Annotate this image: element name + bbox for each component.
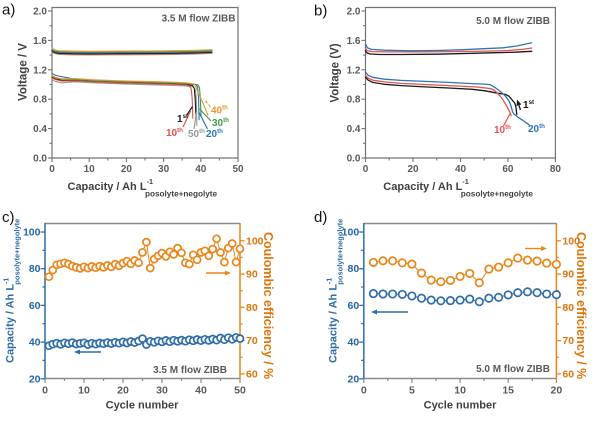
svg-text:Voltage (V): Voltage (V) xyxy=(330,43,342,102)
svg-text:20: 20 xyxy=(348,373,360,385)
svg-text:80: 80 xyxy=(562,302,574,314)
svg-text:5.0 M flow ZIBB: 5.0 M flow ZIBB xyxy=(476,16,550,27)
svg-text:c): c) xyxy=(2,209,15,226)
svg-text:0.0: 0.0 xyxy=(347,154,361,165)
svg-text:a): a) xyxy=(2,2,15,19)
svg-text:100: 100 xyxy=(246,235,264,247)
svg-text:0: 0 xyxy=(361,385,367,397)
svg-text:2.0: 2.0 xyxy=(33,7,47,18)
svg-text:1.6: 1.6 xyxy=(347,36,361,47)
svg-text:60: 60 xyxy=(29,300,41,312)
svg-text:40: 40 xyxy=(195,164,207,175)
svg-text:90: 90 xyxy=(246,269,258,281)
svg-text:5.0 M flow ZIBB: 5.0 M flow ZIBB xyxy=(476,364,550,375)
svg-text:0: 0 xyxy=(42,385,48,397)
svg-text:3.5 M flow ZIBB: 3.5 M flow ZIBB xyxy=(153,365,227,376)
svg-text:70: 70 xyxy=(562,335,574,347)
svg-text:15: 15 xyxy=(502,385,514,397)
svg-text:3.5 M flow ZIBB: 3.5 M flow ZIBB xyxy=(162,14,236,25)
svg-text:100: 100 xyxy=(342,227,360,239)
svg-text:50: 50 xyxy=(232,164,244,175)
svg-text:40: 40 xyxy=(195,385,207,397)
svg-text:10: 10 xyxy=(78,385,90,397)
svg-text:20: 20 xyxy=(407,164,419,175)
svg-text:60: 60 xyxy=(246,368,258,380)
svg-text:40: 40 xyxy=(29,337,41,349)
svg-text:60: 60 xyxy=(502,164,514,175)
svg-text:2.0: 2.0 xyxy=(347,7,361,18)
svg-text:1.2: 1.2 xyxy=(347,65,361,76)
svg-text:100: 100 xyxy=(23,227,41,239)
svg-text:40: 40 xyxy=(455,164,467,175)
svg-text:1.6: 1.6 xyxy=(33,36,47,47)
svg-text:Voltage / V: Voltage / V xyxy=(18,43,30,101)
svg-text:80: 80 xyxy=(246,302,258,314)
svg-text:40: 40 xyxy=(348,337,360,349)
svg-text:10: 10 xyxy=(84,164,96,175)
svg-text:60: 60 xyxy=(562,368,574,380)
svg-text:20: 20 xyxy=(29,373,41,385)
svg-text:1st: 1st xyxy=(177,113,188,125)
svg-text:Cycle number: Cycle number xyxy=(424,400,497,412)
svg-text:Cycle number: Cycle number xyxy=(106,400,179,412)
svg-text:1st: 1st xyxy=(523,99,534,111)
svg-text:d): d) xyxy=(314,209,327,226)
svg-text:0.4: 0.4 xyxy=(33,124,47,135)
svg-text:30: 30 xyxy=(158,164,170,175)
svg-text:0.8: 0.8 xyxy=(33,95,47,106)
svg-text:90: 90 xyxy=(562,269,574,281)
svg-text:70: 70 xyxy=(246,335,258,347)
svg-text:30: 30 xyxy=(156,385,168,397)
svg-text:80: 80 xyxy=(348,263,360,275)
svg-text:100: 100 xyxy=(562,235,580,247)
svg-text:Coulombic efficiency / %: Coulombic efficiency / % xyxy=(574,232,588,379)
svg-text:5: 5 xyxy=(409,385,415,397)
svg-text:0: 0 xyxy=(363,164,369,175)
svg-text:0.4: 0.4 xyxy=(347,124,361,135)
svg-text:0: 0 xyxy=(49,164,55,175)
svg-text:20: 20 xyxy=(117,385,129,397)
svg-text:80: 80 xyxy=(29,263,41,275)
svg-text:0.8: 0.8 xyxy=(347,95,361,106)
svg-text:Coulombic efficiency / %: Coulombic efficiency / % xyxy=(261,232,275,379)
svg-text:60: 60 xyxy=(348,300,360,312)
svg-text:80: 80 xyxy=(550,164,562,175)
svg-text:b): b) xyxy=(314,3,327,20)
svg-text:50: 50 xyxy=(234,385,246,397)
svg-text:10: 10 xyxy=(454,385,466,397)
svg-text:20: 20 xyxy=(121,164,133,175)
svg-text:20: 20 xyxy=(551,385,563,397)
svg-text:0.0: 0.0 xyxy=(33,154,47,165)
svg-text:1.2: 1.2 xyxy=(33,65,47,76)
